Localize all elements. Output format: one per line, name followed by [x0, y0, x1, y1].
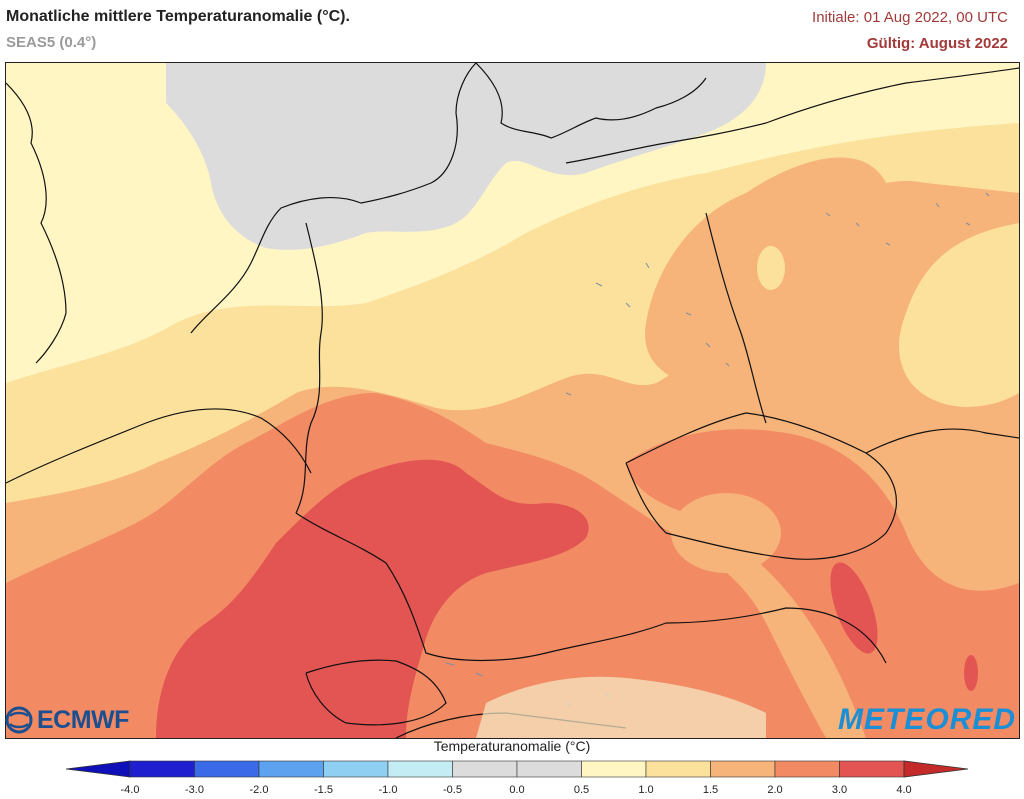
- colorbar-tick-label: 4.0: [896, 784, 912, 796]
- colorbar-tick-label: 3.0: [831, 784, 848, 796]
- colorbar-tick-label: -0.5: [443, 784, 462, 796]
- ecmwf-logo-text: ECMWF: [37, 705, 129, 734]
- colorbar-swatch: [258, 760, 324, 778]
- ecmwf-logo-icon: [5, 706, 33, 734]
- valid-period: Gültig: August 2022: [866, 35, 1008, 52]
- colorbar-tick-label: -3.0: [185, 784, 204, 796]
- colorbar-under-arrow: [65, 760, 131, 778]
- colorbar-swatch: [774, 760, 840, 778]
- colorbar-tick-label: -1.0: [378, 784, 398, 796]
- colorbar-swatch: [645, 760, 711, 778]
- colorbar-tick-label: 1.5: [702, 784, 719, 796]
- anomaly-fill-3-0-4-0: [156, 459, 589, 738]
- colorbar-tick-label: 1.0: [638, 784, 654, 796]
- colorbar-title: Temperaturanomalie (°C): [433, 738, 591, 754]
- colorbar-tick-label: -4.0: [120, 784, 140, 796]
- anomaly-fill-neutral: [166, 63, 766, 250]
- colorbar-swatch: [452, 760, 518, 778]
- colorbar-tick-label: 0.5: [573, 784, 590, 796]
- anomaly-fill-1-0-1-5: [757, 246, 785, 290]
- colorbar-swatch: [710, 760, 776, 778]
- colorbar-tick-label: -1.5: [314, 784, 333, 796]
- anomaly-fill-3-0-4-0: [964, 655, 978, 691]
- anomaly-fill-3-0-4-0: [830, 562, 878, 654]
- colorbar-tick-label: 2.0: [767, 784, 783, 796]
- model-subtitle: SEAS5 (0.4°): [6, 34, 97, 51]
- colorbar-swatch: [323, 760, 389, 778]
- colorbar-swatch: [516, 760, 582, 778]
- colorbar-over-arrow: [903, 760, 969, 778]
- colorbar-tick-label: -2.0: [249, 784, 269, 796]
- colorbar: -4.0 -3.0 -2.0 -1.5 -1.0 -0.5 0.0 0.5 1.0 1.5 2.0 3…: [0, 757, 1024, 799]
- colorbar-swatch: [581, 760, 647, 778]
- colorbar-swatch: [839, 760, 905, 778]
- inland-water: [445, 192, 990, 707]
- anomaly-fill-1-0-1-5: [899, 223, 1019, 407]
- map-title: Monatliche mittlere Temperaturanomalie (…: [6, 8, 350, 25]
- anomaly-fill-1-5-2-0: [671, 493, 781, 573]
- ecmwf-logo: ECMWF: [4, 703, 129, 737]
- alpine-relief: [476, 676, 766, 738]
- map-canvas: [6, 63, 1019, 738]
- initial-time: Initiale: 01 Aug 2022, 00 UTC: [812, 9, 1008, 26]
- colorbar-swatch: [194, 760, 260, 778]
- anomaly-map[interactable]: [5, 62, 1020, 739]
- colorbar-svg: [65, 760, 969, 778]
- colorbar-swatch: [129, 760, 195, 778]
- meteored-logo: METEORED: [837, 703, 1016, 736]
- colorbar-tick-label: 0.0: [509, 784, 525, 796]
- colorbar-swatch: [387, 760, 453, 778]
